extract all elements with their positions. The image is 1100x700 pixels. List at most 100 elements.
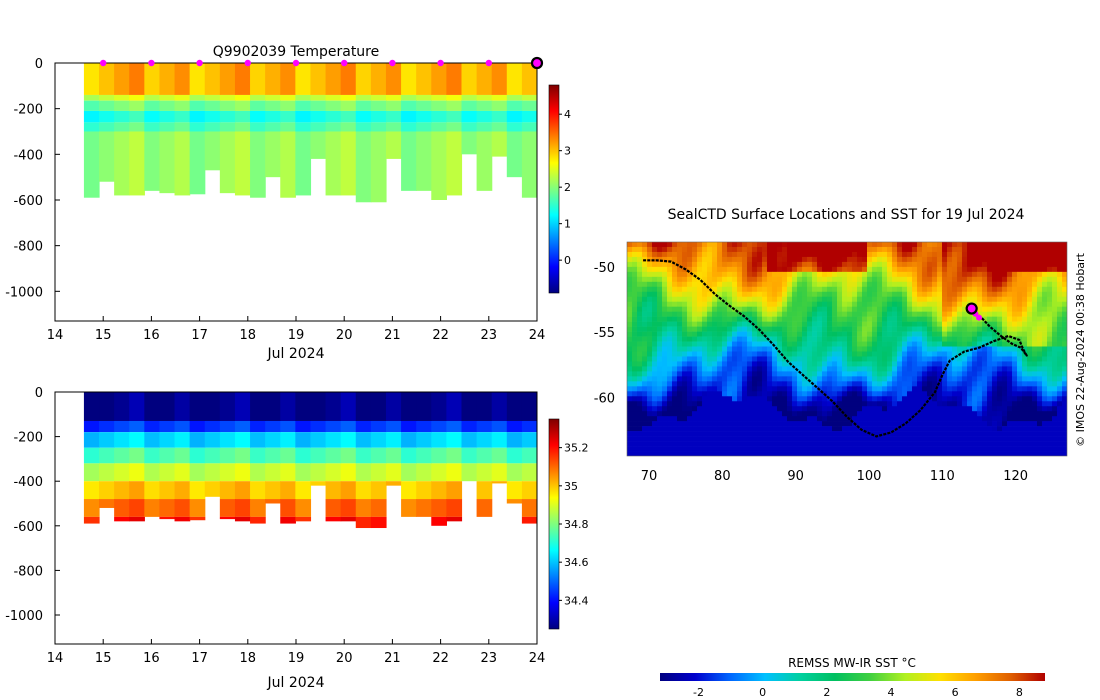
sst-cell <box>887 301 893 307</box>
surface-marker <box>292 59 300 67</box>
sst-cell <box>807 396 813 402</box>
sst-cell <box>1037 446 1043 452</box>
sst-cell <box>862 366 868 372</box>
sst-cell <box>677 351 683 357</box>
sst-cell <box>697 451 703 456</box>
sst-cell <box>657 256 663 263</box>
sst-cell <box>757 386 763 392</box>
sst-cell <box>1007 361 1013 367</box>
sst-cell <box>817 276 823 283</box>
sst-cell <box>937 246 943 253</box>
sst-cell <box>787 341 793 347</box>
sst-cell <box>652 351 658 357</box>
colorbar-tick-label: 34.4 <box>564 594 589 607</box>
y-tick-label: -800 <box>13 564 43 579</box>
sst-cell <box>807 331 813 337</box>
sst-cell <box>992 431 998 437</box>
sst-cell <box>867 426 873 432</box>
sst-cell <box>912 321 918 327</box>
sst-cell <box>867 311 873 317</box>
sst-cell <box>777 271 783 278</box>
sst-cell <box>877 446 883 452</box>
sst-cell <box>717 401 723 407</box>
sst-cell <box>1002 451 1008 456</box>
sst-cell <box>767 421 773 427</box>
sst-cell <box>627 451 633 456</box>
sst-cell <box>727 436 733 442</box>
sst-cell <box>1042 351 1048 357</box>
sst-cell <box>857 286 863 293</box>
sst-cell <box>1042 296 1048 303</box>
sst-cell <box>637 396 643 402</box>
sst-cell <box>702 316 708 322</box>
sst-cell <box>977 446 983 452</box>
profile-cell <box>446 481 463 500</box>
profile-cell <box>114 94 130 101</box>
sst-cell <box>702 242 708 248</box>
sst-cell <box>1007 336 1013 342</box>
sst-cell <box>972 271 978 278</box>
sst-cell <box>952 266 958 273</box>
sst-cell <box>842 306 848 312</box>
sst-cell <box>857 246 863 253</box>
sst-cell <box>1042 371 1048 377</box>
sst-cell <box>782 286 788 293</box>
sst-cell <box>632 281 638 288</box>
sst-cell <box>897 396 903 402</box>
sst-cell <box>857 311 863 317</box>
sst-cell <box>627 351 633 357</box>
sst-cell <box>917 261 923 268</box>
sst-cell <box>737 266 743 273</box>
sst-cell <box>937 451 943 456</box>
sst-cell <box>767 441 773 447</box>
profile-cell <box>144 432 161 448</box>
sst-cell <box>1027 451 1033 456</box>
sst-cell <box>707 301 713 307</box>
profile-cell <box>219 131 236 194</box>
sst-cell <box>792 381 798 387</box>
sst-cell <box>842 331 848 337</box>
sst-cell <box>947 251 953 258</box>
sst-cell <box>937 396 943 402</box>
profile-cell <box>159 499 176 517</box>
sst-cell <box>657 326 663 332</box>
profile-cell <box>83 131 100 198</box>
sst-cell <box>747 271 753 278</box>
sst-cell <box>847 291 853 298</box>
sst-cell <box>662 311 668 317</box>
sst-cell <box>697 356 703 362</box>
sst-cell <box>652 416 658 422</box>
sst-cell <box>972 251 978 258</box>
sst-cell <box>887 441 893 447</box>
sst-cell <box>712 301 718 307</box>
sst-cell <box>722 386 728 392</box>
sst-cell <box>832 296 838 303</box>
sst-cell <box>992 266 998 273</box>
sst-cell <box>687 281 693 288</box>
sst-cell <box>912 426 918 432</box>
sst-cell <box>1007 296 1013 303</box>
profile-cell <box>355 110 372 123</box>
sst-cell <box>902 361 908 367</box>
sst-cell <box>827 242 833 248</box>
sst-cell <box>662 242 668 248</box>
sst-cell <box>862 421 868 427</box>
sst-cell <box>912 251 918 258</box>
sst-cell <box>1017 396 1023 402</box>
sst-cell <box>1042 436 1048 442</box>
sst-cell <box>902 286 908 293</box>
sst-cell <box>927 242 933 248</box>
sst-cell <box>987 406 993 412</box>
sst-cell <box>862 311 868 317</box>
sst-cell <box>867 281 873 288</box>
sst-cell <box>867 321 873 327</box>
profile-cell <box>280 131 296 198</box>
sst-cell <box>937 356 943 362</box>
sst-cell <box>947 416 953 422</box>
sst-cell <box>692 436 698 442</box>
sst-cell <box>797 451 803 456</box>
sst-cell <box>1007 396 1013 402</box>
profile-cell <box>204 481 221 497</box>
sst-cell <box>987 331 993 337</box>
profile-cell <box>234 447 251 464</box>
